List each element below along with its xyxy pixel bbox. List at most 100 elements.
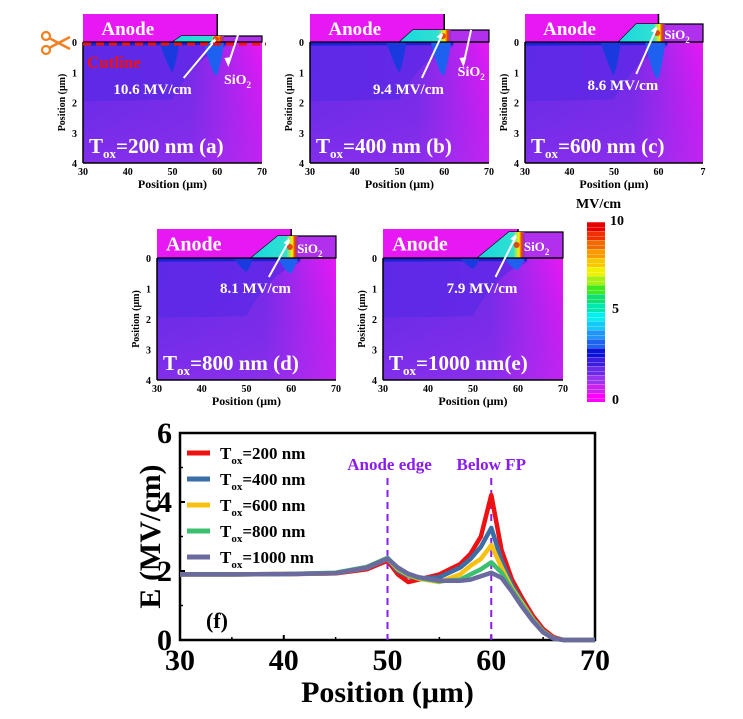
colorbar-segment xyxy=(587,330,605,335)
x-tick-label: 40 xyxy=(197,384,207,395)
colorbar-segment xyxy=(587,316,605,321)
anode-label: Anode xyxy=(392,234,448,256)
field-spike-fp xyxy=(277,258,298,274)
field-spike-anode-edge xyxy=(159,42,180,73)
annotation-label: Below FP xyxy=(457,455,526,474)
cutline-label: Cutline xyxy=(87,53,141,72)
y-tick-label: 1 xyxy=(146,285,151,296)
x-axis-label: Position (μm) xyxy=(301,676,474,709)
tox-value: =200 nm xyxy=(116,134,199,158)
panel-label: (a) xyxy=(199,134,224,158)
field-contour-surface xyxy=(310,42,454,46)
sio2-subscript: 2 xyxy=(480,72,485,82)
x-tick-label: 40 xyxy=(123,167,133,178)
y-tick-label: 1 xyxy=(514,68,519,79)
field-contour-mid xyxy=(83,42,227,101)
colorbar-segment xyxy=(587,226,605,231)
y-tick-label: 6 xyxy=(157,420,172,450)
tox-label: Tox=400 nm (b) xyxy=(316,134,452,161)
sio2-subscript: 2 xyxy=(318,249,323,259)
x-axis-label: Position (μm) xyxy=(365,177,434,191)
field-spike-fp xyxy=(203,42,224,76)
legend-value: =400 nm xyxy=(242,470,305,489)
y-tick-label: 0 xyxy=(514,38,519,49)
field-contour-surface xyxy=(383,258,527,262)
tox-value: =400 nm xyxy=(343,134,426,158)
sio2-arrowhead xyxy=(459,57,467,67)
colorbar-segment xyxy=(587,280,605,285)
colorbar-segment xyxy=(587,244,605,249)
peak-field-arrow xyxy=(182,39,217,79)
colorbar-tick-max: 10 xyxy=(610,214,624,229)
colorbar-tick-mid: 5 xyxy=(612,302,619,317)
x-tick-label: 30 xyxy=(378,384,388,395)
contour-panel-b: 0 1 2 3 430 40 50 60 70 Position (μm) Position (μm… xyxy=(284,14,494,191)
x-tick-label: 40 xyxy=(350,167,360,178)
panel-label: (e) xyxy=(504,351,527,375)
field-spike-anode-edge xyxy=(459,258,480,269)
y-axis-label: Position (μm) xyxy=(131,290,142,348)
tox-subscript: ox xyxy=(545,146,559,161)
x-axis-label: Position (μm) xyxy=(212,394,281,408)
sio2-subscript: 2 xyxy=(685,35,690,45)
y-tick-label: 3 xyxy=(299,129,304,140)
anode-label: Anode xyxy=(543,19,596,40)
colorbar-segment xyxy=(587,258,605,263)
x-tick-label: 70 xyxy=(484,167,494,178)
x-tick-label: 60 xyxy=(654,167,664,178)
field-spike-anode-edge xyxy=(386,42,407,73)
y-tick-label: 3 xyxy=(514,129,519,140)
sio2-label: SiO2 xyxy=(664,27,690,45)
colorbar-tick-min: 0 xyxy=(612,393,619,408)
peak-field-arrowhead xyxy=(510,234,517,241)
y-tick-label: 4 xyxy=(299,159,304,170)
x-tick-label: 60 xyxy=(513,384,523,395)
sio2-label: SiO2 xyxy=(297,241,323,259)
field-contour-mid xyxy=(310,42,454,101)
x-tick-label: 30 xyxy=(152,384,162,395)
y-tick-label: 2 xyxy=(72,99,77,110)
peak-field-arrow xyxy=(420,33,444,79)
colorbar-segment xyxy=(587,375,605,380)
contour-panel-c: 0 1 2 3 430 40 50 60 7 Position (μm) Position (μm)… xyxy=(499,14,706,191)
legend-value: =800 nm xyxy=(242,522,305,541)
x-tick-label: 40 xyxy=(269,644,299,677)
peak-field-arrow xyxy=(268,239,291,278)
colorbar-segment xyxy=(587,334,605,339)
y-tick-label: 4 xyxy=(72,159,77,170)
tox-subscript: ox xyxy=(177,363,191,378)
y-tick-label: 0 xyxy=(72,38,77,49)
y-tick-label: 1 xyxy=(372,285,377,296)
y-tick-label: 0 xyxy=(157,624,172,657)
peak-field-label: 8.1 MV/cm xyxy=(220,281,291,297)
x-tick-label: 40 xyxy=(423,384,433,395)
colorbar-segment xyxy=(587,289,605,294)
x-tick-label: 40 xyxy=(565,167,575,178)
anode-label: Anode xyxy=(101,19,154,40)
y-tick-label: 0 xyxy=(299,38,304,49)
sio2-field xyxy=(399,30,451,42)
peak-field-spot xyxy=(513,242,520,248)
x-tick-label: 30 xyxy=(305,167,315,178)
colorbar-segment xyxy=(587,276,605,281)
x-tick-label: 50 xyxy=(168,167,178,178)
x-tick-label: 50 xyxy=(373,644,403,677)
legend-value: =1000 nm xyxy=(242,548,314,567)
x-tick-label: 30 xyxy=(78,167,88,178)
x-tick-label: 50 xyxy=(242,384,252,395)
colorbar-segment xyxy=(587,298,605,303)
peak-field-arrow xyxy=(494,235,518,278)
field-contour-mid xyxy=(383,258,527,318)
y-tick-label: 0 xyxy=(372,254,377,265)
colorbar-segment xyxy=(587,370,605,375)
peak-field-spot xyxy=(286,244,293,250)
peak-field-arrow xyxy=(635,27,658,75)
tox-label: Tox=200 nm (a) xyxy=(89,134,224,161)
colorbar-segment xyxy=(587,262,605,267)
peak-field-arrowhead xyxy=(436,32,443,39)
field-contour-mid xyxy=(157,258,301,318)
colorbar-segment xyxy=(587,343,605,348)
peak-field-label: 10.6 MV/cm xyxy=(113,82,192,98)
contour-panel-e: 0 1 2 3 430 40 50 60 70 Position (μm) Position (μm… xyxy=(357,229,568,408)
